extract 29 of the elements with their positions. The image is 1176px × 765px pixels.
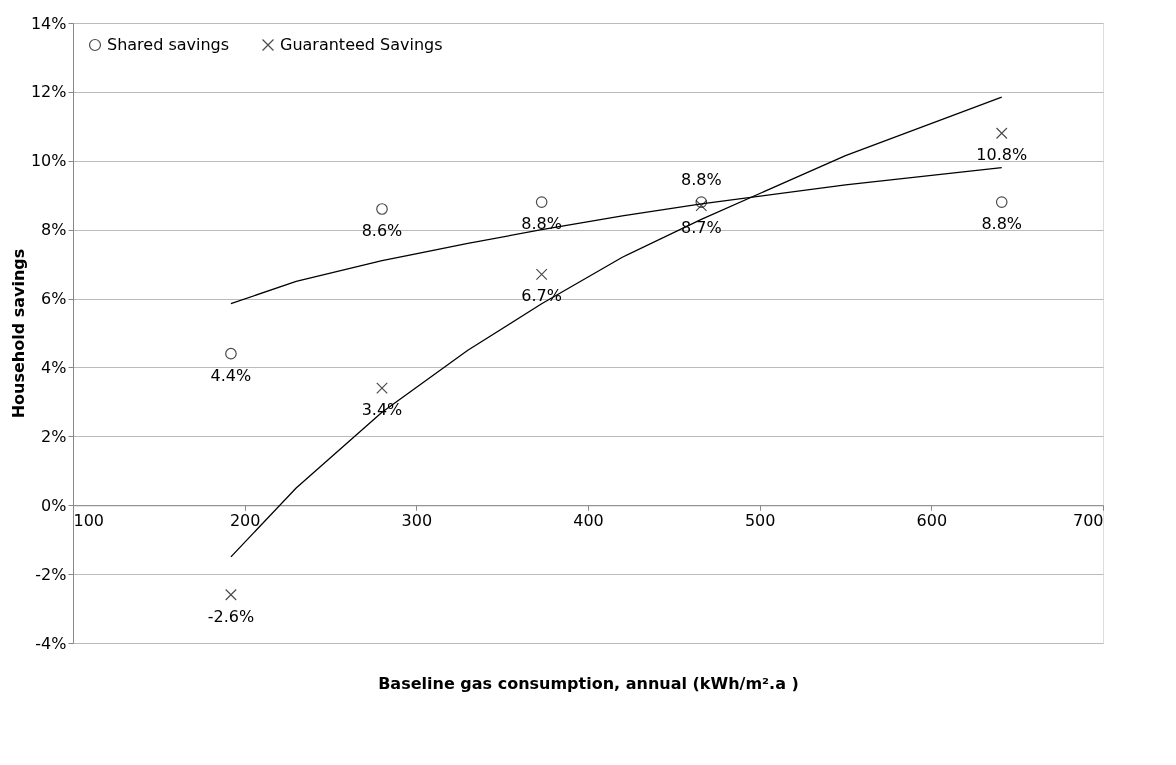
y-tick-label: 4%	[41, 357, 67, 377]
data-label: 8.7%	[680, 217, 722, 237]
y-tick-label: -4%	[35, 633, 67, 653]
data-label: 8.8%	[680, 170, 722, 190]
data-label: 8.8%	[521, 214, 562, 234]
y-tick-label: 0%	[41, 495, 67, 515]
data-label: 8.8%	[981, 214, 1023, 234]
x-tick-label: 500	[744, 510, 776, 530]
legend-label: Shared savings	[107, 35, 230, 54]
y-tick-label: 14%	[30, 13, 67, 33]
y-tick-label: 10%	[30, 151, 67, 171]
y-tick-label: 12%	[30, 82, 67, 102]
x-axis-title: Baseline gas consumption, annual (kWh/m².a )	[378, 673, 799, 693]
x-tick-label: 300	[401, 510, 433, 530]
y-tick-label: -2%	[35, 564, 67, 584]
x-tick-label: 100	[73, 510, 105, 530]
data-label: 4.4%	[210, 365, 252, 385]
x-tick-label: 200	[229, 510, 261, 530]
x-tick-label: 400	[573, 510, 604, 530]
y-tick-label: 2%	[41, 426, 67, 446]
x-tick-label: 700	[1072, 510, 1104, 530]
data-label: 10.8%	[976, 145, 1028, 165]
x-tick-label: 600	[916, 510, 948, 530]
data-label: 8.6%	[361, 221, 403, 240]
legend-label: Guaranteed Savings	[280, 35, 443, 54]
y-axis-title: Household savings	[8, 248, 28, 419]
y-tick-label: 6%	[41, 289, 67, 309]
y-tick-label: 8%	[41, 220, 67, 240]
data-label: -2.6%	[207, 606, 255, 626]
